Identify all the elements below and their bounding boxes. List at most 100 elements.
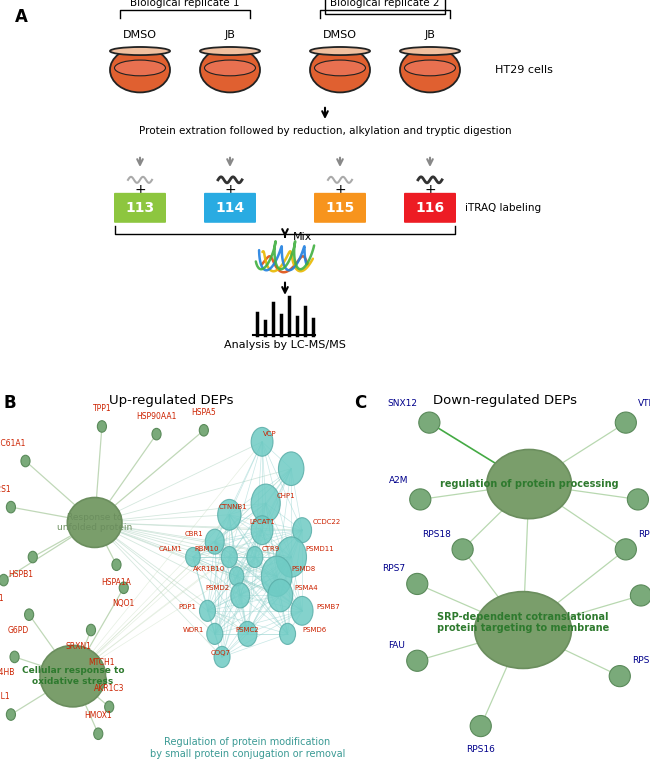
Ellipse shape [474,591,571,668]
Text: TINAGL1: TINAGL1 [0,692,11,701]
Ellipse shape [291,597,313,625]
Text: HMOX1: HMOX1 [84,712,112,720]
Text: Down-regulated DEPs: Down-regulated DEPs [433,393,577,407]
Ellipse shape [94,728,103,740]
Text: G6PD: G6PD [8,626,29,636]
Ellipse shape [251,428,273,456]
Text: 115: 115 [326,201,355,215]
FancyBboxPatch shape [204,192,256,223]
Ellipse shape [251,484,280,522]
Ellipse shape [186,547,200,566]
Text: A2M: A2M [389,476,408,485]
Text: FAU: FAU [388,641,405,650]
Text: RPS16: RPS16 [466,745,495,753]
Text: TPP1: TPP1 [92,404,111,413]
Text: COQ7: COQ7 [211,650,231,656]
Ellipse shape [231,583,250,608]
Ellipse shape [214,646,230,667]
Ellipse shape [200,424,209,436]
Text: SNX12: SNX12 [387,399,417,408]
Ellipse shape [114,60,166,76]
Ellipse shape [207,623,223,644]
Ellipse shape [28,551,37,563]
Text: DMSO: DMSO [323,30,357,40]
FancyBboxPatch shape [114,192,166,223]
Ellipse shape [400,47,460,55]
Ellipse shape [40,646,105,707]
Text: CTNNB1: CTNNB1 [218,504,247,510]
Ellipse shape [247,546,263,567]
Ellipse shape [0,574,8,586]
Ellipse shape [200,47,260,55]
Text: 113: 113 [125,201,155,215]
Text: WDR1: WDR1 [183,627,204,633]
Ellipse shape [205,529,224,554]
Ellipse shape [110,47,170,92]
Ellipse shape [112,559,121,570]
Text: VCP: VCP [263,431,276,437]
Ellipse shape [200,47,260,92]
FancyBboxPatch shape [325,0,445,14]
Text: HSPA5: HSPA5 [192,408,216,417]
Text: HSPH1: HSPH1 [0,594,4,602]
Ellipse shape [452,539,473,560]
Ellipse shape [229,566,244,586]
Ellipse shape [315,60,365,76]
Text: EIF2S1: EIF2S1 [0,485,11,494]
Ellipse shape [407,573,428,594]
Ellipse shape [218,500,241,530]
Text: SEC61A1: SEC61A1 [0,438,25,448]
Ellipse shape [404,60,456,76]
Ellipse shape [6,501,16,513]
Text: +: + [334,183,346,197]
Ellipse shape [470,715,491,736]
Text: HT29 cells: HT29 cells [495,65,553,75]
Text: Biological replicate 2: Biological replicate 2 [330,0,440,8]
Text: PSMD2: PSMD2 [205,585,229,591]
Ellipse shape [205,60,255,76]
Ellipse shape [278,452,304,486]
Text: HSPA1A: HSPA1A [101,578,131,587]
Text: PSMD11: PSMD11 [306,546,335,553]
Ellipse shape [10,651,19,663]
Ellipse shape [98,674,107,686]
Text: RPS18: RPS18 [422,529,450,539]
Ellipse shape [400,47,460,92]
Ellipse shape [251,516,273,545]
Text: CALM1: CALM1 [158,546,182,553]
Ellipse shape [68,497,122,547]
Text: 116: 116 [415,201,445,215]
Text: 114: 114 [215,201,244,215]
Text: Protein extration followed by reduction, alkylation and tryptic digestion: Protein extration followed by reduction,… [138,126,512,136]
Text: PDP1: PDP1 [179,604,196,610]
Text: PSMC2: PSMC2 [236,627,259,633]
Ellipse shape [616,412,636,433]
Text: JB: JB [424,30,436,40]
Text: SRXN1: SRXN1 [65,642,91,650]
Text: CCDC22: CCDC22 [313,519,341,525]
Ellipse shape [310,47,370,55]
Text: Cellular response to
oxidative stress: Cellular response to oxidative stress [21,667,124,686]
Ellipse shape [627,489,649,510]
Text: CBR1: CBR1 [185,531,204,537]
Text: Analysis by LC-MS/MS: Analysis by LC-MS/MS [224,340,346,350]
Ellipse shape [221,546,237,567]
Text: PSMB7: PSMB7 [317,604,341,610]
Ellipse shape [152,428,161,440]
Text: A: A [15,8,28,26]
Text: LPCAT1: LPCAT1 [249,519,275,525]
Ellipse shape [86,624,96,636]
Text: +: + [134,183,146,197]
Text: NQO1: NQO1 [112,599,135,608]
Text: +: + [424,183,436,197]
Ellipse shape [616,539,636,560]
Ellipse shape [110,47,170,55]
Text: regulation of protein processing: regulation of protein processing [440,479,618,489]
Text: CTR9: CTR9 [262,546,280,553]
FancyBboxPatch shape [314,192,366,223]
Ellipse shape [25,609,34,621]
Ellipse shape [200,601,216,622]
Text: SRP-dependent cotranslational
protein targeting to membrane: SRP-dependent cotranslational protein ta… [437,611,609,633]
Ellipse shape [119,582,128,594]
Ellipse shape [105,701,114,712]
